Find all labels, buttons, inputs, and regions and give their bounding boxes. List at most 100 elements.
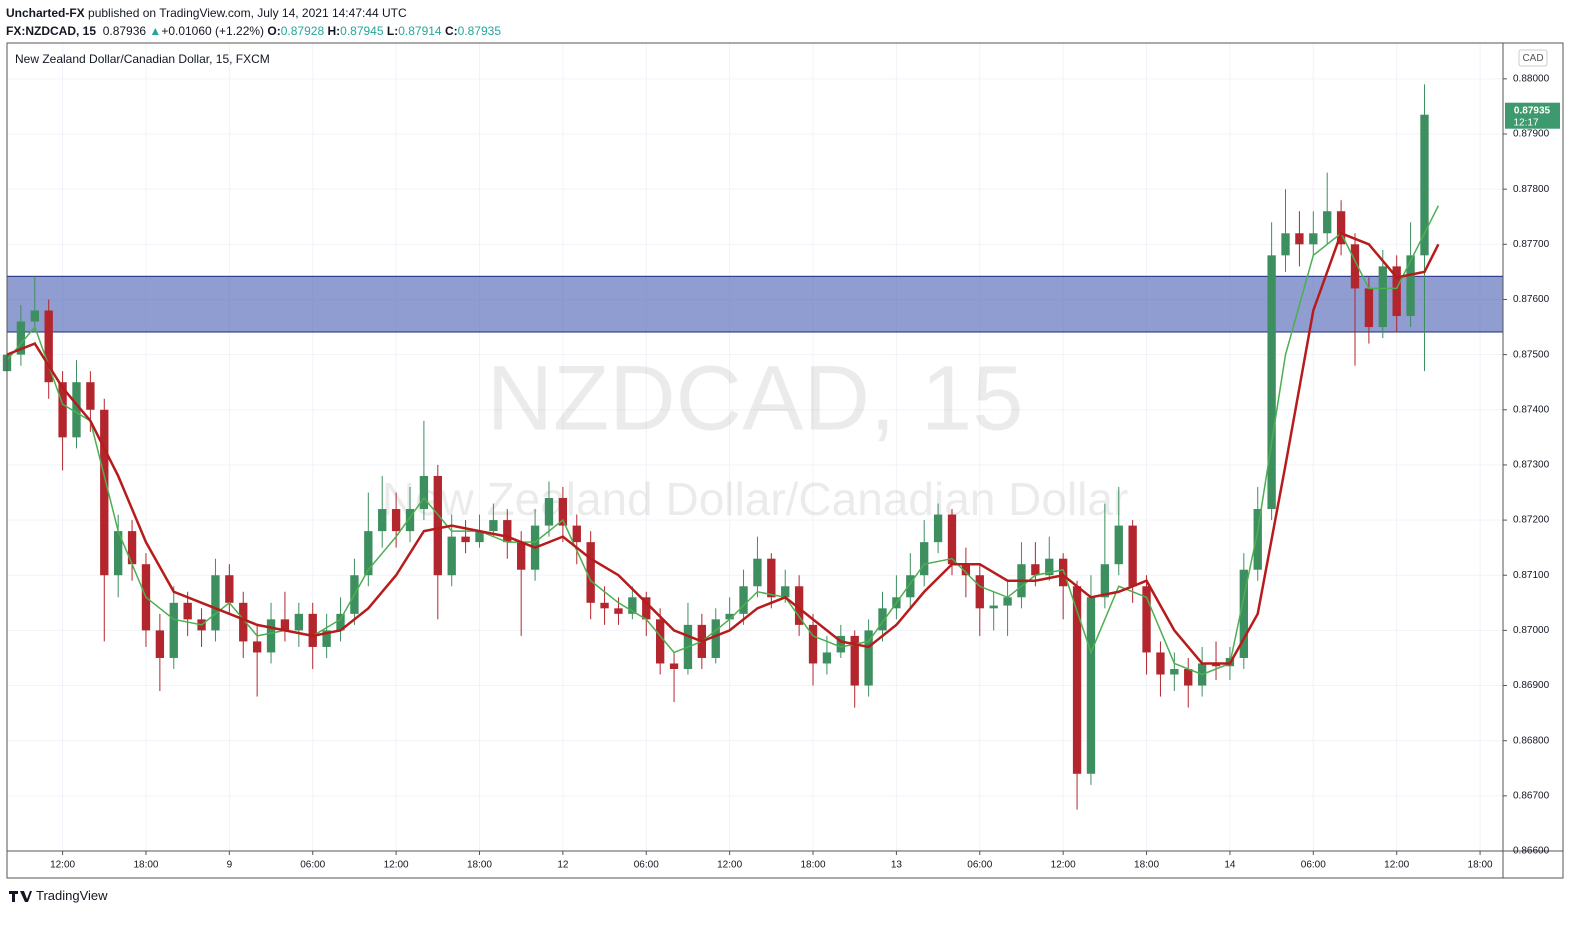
l-label: L: <box>386 24 399 38</box>
brand: TradingView <box>36 888 108 903</box>
candle-body <box>933 514 943 543</box>
y-tick-label: 0.87900 <box>1513 129 1550 140</box>
candle-body <box>781 586 790 598</box>
candle-body <box>1253 509 1262 570</box>
footer: TradingView <box>8 888 108 903</box>
candle-body <box>1086 597 1096 774</box>
candle-body <box>989 605 998 609</box>
candle-body <box>906 575 915 598</box>
c-label: C: <box>444 24 458 38</box>
candle-body <box>1350 244 1360 289</box>
y-tick-label: 0.87500 <box>1513 349 1550 360</box>
header-line-1: Uncharted-FX published on TradingView.co… <box>6 4 501 22</box>
x-tick-label: 12:00 <box>1051 860 1076 871</box>
candle-body <box>127 531 137 565</box>
candle-body <box>308 613 317 647</box>
candle-body <box>864 630 873 686</box>
x-tick-label: 12:00 <box>717 860 742 871</box>
candle-body <box>822 652 832 664</box>
y-tick-label: 0.86700 <box>1513 790 1550 801</box>
candle-body <box>391 509 401 532</box>
candle-body <box>114 531 123 576</box>
close: 0.87935 <box>457 24 502 38</box>
candle-body <box>475 531 484 543</box>
price-tag-countdown: 12:17 <box>1513 117 1538 128</box>
candle-body <box>461 536 470 543</box>
candle-body <box>628 597 637 614</box>
y-tick-label: 0.87100 <box>1513 570 1550 581</box>
candle-body <box>1336 211 1346 245</box>
candle-body <box>544 498 554 526</box>
candle-body <box>378 509 387 532</box>
candle-body <box>1170 668 1179 675</box>
x-tick-label: 14 <box>1224 860 1236 871</box>
candle-body <box>808 624 818 664</box>
x-tick-label: 18:00 <box>1468 860 1493 871</box>
header: Uncharted-FX published on TradingView.co… <box>6 4 501 40</box>
legend: New Zealand Dollar/Canadian Dollar, 15, … <box>15 52 270 66</box>
x-tick-label: 12:00 <box>50 860 75 871</box>
candle-body <box>16 321 26 355</box>
candle-body <box>614 608 623 614</box>
x-tick-label: 18:00 <box>133 860 158 871</box>
change: +0.01060 (+1.22%) <box>161 24 265 38</box>
x-tick-label: 12 <box>557 860 569 871</box>
candle-body <box>100 409 109 576</box>
candle-body <box>405 509 415 532</box>
x-tick-label: 06:00 <box>1301 860 1326 871</box>
candle-body <box>322 630 331 647</box>
high: 0.87945 <box>340 24 384 38</box>
h-label: H: <box>327 24 341 38</box>
candle-body <box>86 382 95 410</box>
y-tick-label: 0.87200 <box>1513 515 1550 526</box>
candle-body <box>364 531 373 576</box>
watermark-symbol: NZDCAD, 15 <box>487 347 1024 449</box>
candle-body <box>169 602 178 658</box>
candle-body <box>72 382 81 438</box>
open: 0.87928 <box>280 24 325 38</box>
zone <box>6 275 1504 333</box>
candle-body <box>1142 586 1151 653</box>
candle-body <box>975 575 984 609</box>
tv-logo <box>9 890 32 902</box>
candle-body <box>767 558 776 598</box>
candle-body <box>294 613 304 631</box>
candle-body <box>447 536 456 576</box>
x-tick-label: 18:00 <box>467 860 492 871</box>
candle-body <box>336 613 345 631</box>
candle-body <box>1156 652 1165 675</box>
candle-body <box>252 641 262 653</box>
candle-body <box>836 635 845 653</box>
x-tick-label: 06:00 <box>300 860 325 871</box>
candle-body <box>155 630 165 658</box>
candle-body <box>1045 558 1054 576</box>
candle-body <box>30 310 39 322</box>
candle-body <box>1295 233 1304 245</box>
y-tick-label: 0.86900 <box>1513 680 1550 691</box>
candle-body <box>1406 255 1415 317</box>
candle-body <box>878 608 887 631</box>
price-tag <box>1505 102 1560 129</box>
x-tick-label: 18:00 <box>1134 860 1159 871</box>
candle-body <box>211 575 220 631</box>
candle-body <box>1267 255 1276 510</box>
candle-body <box>961 564 971 576</box>
candle-body <box>1323 211 1332 234</box>
candle-body <box>739 586 748 614</box>
candle-body <box>1211 663 1221 667</box>
moving-average <box>6 205 1440 676</box>
candle-body <box>920 542 929 576</box>
candle-body <box>1114 525 1123 565</box>
candle-body <box>1058 558 1068 587</box>
candle-body <box>1003 597 1012 606</box>
candle-body <box>225 575 234 603</box>
x-tick-label: 12:00 <box>384 860 409 871</box>
y-tick-label: 0.87000 <box>1513 625 1550 636</box>
x-tick-label: 18:00 <box>801 860 826 871</box>
candle-body <box>419 475 429 510</box>
candle-body <box>558 498 568 526</box>
frame <box>6 42 1564 879</box>
candle-body <box>572 525 581 543</box>
